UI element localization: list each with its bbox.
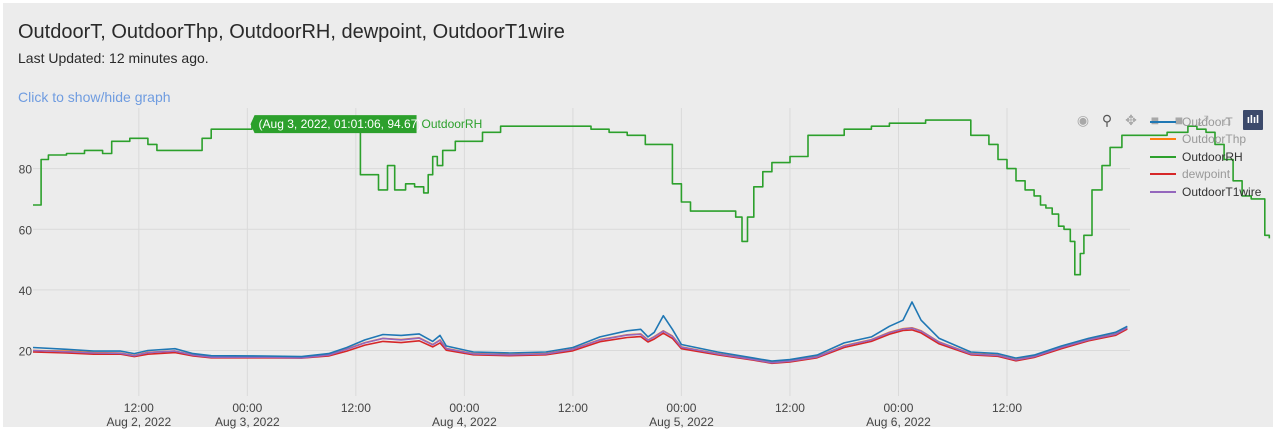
chart-legend: OutdoorT OutdoorThp OutdoorRH dewpoint Outdo… bbox=[1150, 113, 1261, 201]
legend-swatch bbox=[1150, 120, 1176, 123]
x-tick-label: 00:00 bbox=[232, 401, 262, 415]
legend-label: OutdoorThp bbox=[1182, 132, 1247, 147]
chart-series bbox=[32, 119, 1271, 365]
x-tick-label: 00:00 bbox=[449, 401, 479, 415]
legend-swatch bbox=[1150, 173, 1176, 176]
camera-icon[interactable]: ◉ bbox=[1076, 111, 1090, 128]
x-tick-label: 00:00 bbox=[883, 401, 913, 415]
x-tick-label: 12:00 bbox=[341, 401, 371, 415]
x-tick-label: 12:00 bbox=[775, 401, 805, 415]
legend-label: OutdoorRH bbox=[1182, 149, 1243, 164]
page-title: OutdoorT, OutdoorThp, OutdoorRH, dewpoin… bbox=[18, 21, 565, 43]
x-tick-label: 00:00 bbox=[666, 401, 696, 415]
y-axis: 20 40 60 80 bbox=[19, 163, 33, 359]
legend-label: OutdoorT bbox=[1182, 114, 1233, 129]
x-tick-date: Aug 2, 2022 bbox=[106, 415, 171, 429]
autoscale-icon[interactable]: ⤢ bbox=[1197, 111, 1209, 128]
chart-grid bbox=[33, 108, 1130, 396]
y-tick-label: 60 bbox=[19, 223, 33, 237]
legend-label: OutdoorT1wire bbox=[1182, 184, 1262, 199]
hover-box bbox=[250, 115, 417, 134]
x-tick-date: Aug 6, 2022 bbox=[866, 415, 931, 429]
hover-series-name: OutdoorRH bbox=[422, 117, 483, 131]
zoom-in-icon[interactable]: ■ bbox=[1145, 110, 1165, 130]
modebar: ◉ ⚲ ✥ ■ ■ ⤢ ⌂ ılıl bbox=[1073, 110, 1263, 130]
legend-swatch bbox=[1150, 190, 1176, 193]
legend-item-outdoorthp[interactable]: OutdoorThp bbox=[1150, 131, 1261, 149]
hover-label: (Aug 3, 2022, 01:01:06, 94.67) bbox=[259, 117, 422, 131]
plotly-logo-icon[interactable]: ılıl bbox=[1243, 110, 1263, 130]
y-tick-label: 20 bbox=[19, 345, 33, 359]
legend-swatch bbox=[1150, 155, 1176, 158]
x-tick-label: 12:00 bbox=[992, 401, 1022, 415]
series-line-outdoort1wire bbox=[32, 327, 1128, 364]
x-tick-label: 12:00 bbox=[124, 401, 154, 415]
zoom-icon[interactable]: ⚲ bbox=[1101, 111, 1113, 128]
legend-label: dewpoint bbox=[1182, 167, 1231, 182]
x-tick-date: Aug 5, 2022 bbox=[649, 415, 714, 429]
reset-axes-icon[interactable]: ⌂ bbox=[1222, 112, 1232, 128]
series-line-outdoorrh bbox=[33, 119, 1271, 276]
x-tick-label: 12:00 bbox=[558, 401, 588, 415]
legend-item-outdoorrh[interactable]: OutdoorRH bbox=[1150, 148, 1261, 166]
y-tick-label: 80 bbox=[19, 163, 33, 177]
pan-icon[interactable]: ✥ bbox=[1125, 111, 1137, 128]
toggle-graph-link[interactable]: Click to show/hide graph bbox=[18, 89, 171, 105]
legend-item-outdoort[interactable]: OutdoorT bbox=[1150, 113, 1261, 131]
legend-item-outdoort1wire[interactable]: OutdoorT1wire bbox=[1150, 183, 1261, 201]
y-tick-label: 40 bbox=[19, 284, 33, 298]
hover-tooltip: (Aug 3, 2022, 01:01:06, 94.67) OutdoorRH bbox=[250, 115, 483, 134]
x-tick-date: Aug 3, 2022 bbox=[215, 415, 280, 429]
legend-swatch bbox=[1150, 138, 1176, 141]
legend-item-dewpoint[interactable]: dewpoint bbox=[1150, 166, 1261, 184]
x-tick-date: Aug 4, 2022 bbox=[432, 415, 497, 429]
last-updated-text: Last Updated: 12 minutes ago. bbox=[18, 50, 209, 66]
series-line-outdoort bbox=[32, 301, 1128, 362]
zoom-out-icon[interactable]: ■ bbox=[1174, 112, 1184, 128]
